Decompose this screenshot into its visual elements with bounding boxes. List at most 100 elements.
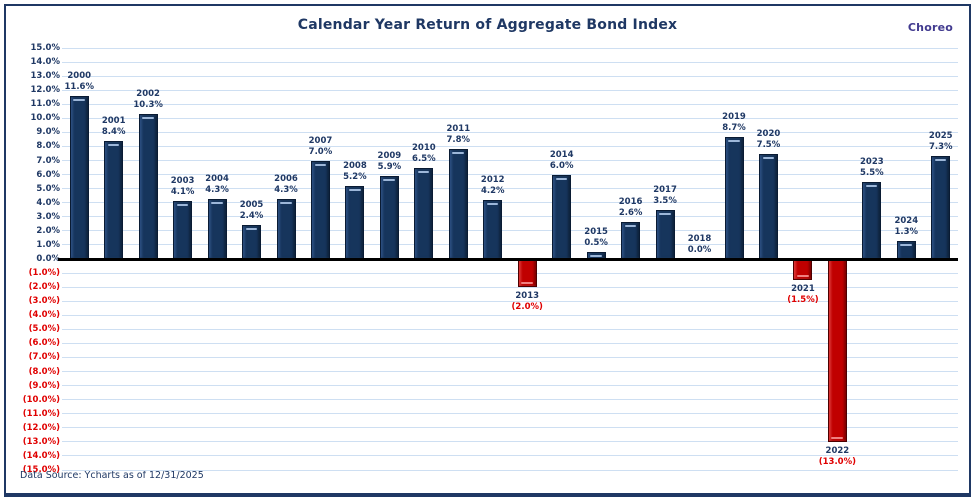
bar-value-label: 2.6% bbox=[618, 208, 643, 219]
bar-value-label: 5.2% bbox=[343, 171, 367, 182]
bar-value-label: 10.3% bbox=[133, 100, 163, 111]
y-tick-label: 11.0% bbox=[30, 99, 61, 110]
gridline bbox=[62, 385, 958, 387]
bar-label: 2016 2.6% bbox=[606, 197, 656, 219]
bar-year-label: 2012 bbox=[480, 174, 505, 185]
bar-year-label: 2006 bbox=[274, 173, 298, 184]
bar-value-label: 4.2% bbox=[480, 185, 505, 196]
gridline bbox=[62, 131, 958, 133]
y-tick-label: 0.0% bbox=[36, 254, 60, 264]
y-tick-label: (12.0%) bbox=[22, 422, 60, 433]
gridline bbox=[62, 300, 958, 302]
bar bbox=[655, 209, 675, 259]
y-axis: 15.0% 14.0% 13.0% 12.0% 11.0% 10.0% 9.0% 8.0% 7.… bbox=[6, 43, 61, 475]
y-tick-label: 9.0% bbox=[36, 127, 60, 138]
y-tick-label: 5.0% bbox=[36, 183, 60, 194]
bar-label: 2004 4.3% bbox=[192, 174, 242, 196]
bar bbox=[69, 95, 89, 259]
bar bbox=[862, 181, 882, 259]
bar bbox=[138, 114, 158, 259]
y-tick-label: 7.0% bbox=[36, 155, 60, 166]
y-tick-label: 10.0% bbox=[30, 113, 61, 124]
bar-value-label: 3.5% bbox=[653, 195, 677, 206]
bar-label: 2015 0.5% bbox=[571, 227, 621, 249]
gridline bbox=[62, 61, 958, 63]
y-tick-label: (2.0%) bbox=[28, 282, 60, 293]
bar-value-label: 4.3% bbox=[205, 184, 229, 195]
bar-value-label: 5.5% bbox=[860, 167, 884, 178]
bar bbox=[621, 222, 641, 259]
y-tick-label: 1.0% bbox=[36, 239, 60, 250]
bar-year-label: 2018 bbox=[687, 234, 712, 244]
y-tick-label: (9.0%) bbox=[28, 380, 60, 391]
bar-year-label: 2005 bbox=[239, 200, 264, 211]
bar bbox=[448, 149, 468, 259]
bar bbox=[276, 198, 296, 259]
bar-label: 2014 6.0% bbox=[537, 150, 587, 172]
bar bbox=[517, 259, 537, 288]
bar-year-label: 2004 bbox=[205, 173, 229, 184]
bar-label: 2001 8.4% bbox=[89, 116, 139, 138]
y-tick-label: 12.0% bbox=[30, 85, 61, 96]
bar-label: 2025 7.3% bbox=[916, 131, 966, 153]
bar-label: 2009 5.9% bbox=[364, 151, 414, 173]
bar-label: 2024 1.3% bbox=[881, 216, 931, 238]
bar-year-label: 2000 bbox=[67, 70, 92, 81]
chart-frame: Calendar Year Return of Aggregate Bond I… bbox=[4, 4, 971, 497]
gridline bbox=[62, 356, 958, 358]
bar-label: 2012 4.2% bbox=[468, 175, 518, 197]
bar-year-label: 2016 bbox=[618, 197, 643, 208]
bar-year-label: 2009 bbox=[377, 151, 402, 162]
gridline bbox=[62, 216, 958, 218]
bar-value-label: 7.3% bbox=[928, 142, 953, 153]
gridline bbox=[62, 455, 958, 457]
bar bbox=[104, 140, 124, 259]
bar-value-label: (13.0%) bbox=[818, 456, 856, 467]
y-tick-label: (15.0%) bbox=[22, 465, 60, 475]
bar bbox=[896, 240, 916, 259]
gridline bbox=[62, 75, 958, 77]
zero-axis-line bbox=[58, 257, 958, 261]
bar-value-label: 5.9% bbox=[377, 162, 402, 173]
y-tick-label: (3.0%) bbox=[28, 296, 60, 307]
y-tick-label: 15.0% bbox=[30, 43, 61, 53]
gridline bbox=[62, 188, 958, 190]
y-tick-label: (10.0%) bbox=[22, 394, 60, 405]
bar-value-label: 0.5% bbox=[584, 237, 608, 248]
bar-year-label: 2008 bbox=[343, 160, 367, 171]
gridline bbox=[62, 314, 958, 316]
bar-year-label: 2017 bbox=[653, 184, 677, 195]
bar-year-label: 2007 bbox=[308, 135, 333, 146]
y-tick-label: (11.0%) bbox=[22, 408, 60, 419]
gridline bbox=[62, 174, 958, 176]
gridline bbox=[62, 328, 958, 330]
bar-year-label: 2002 bbox=[136, 89, 160, 100]
gridline bbox=[62, 145, 958, 147]
bar bbox=[173, 201, 193, 259]
bar-value-label: 7.5% bbox=[756, 139, 781, 150]
bar-year-label: 2021 bbox=[791, 284, 815, 295]
bar bbox=[931, 156, 951, 259]
bar-label: 2017 3.5% bbox=[640, 185, 690, 207]
y-tick-label: (13.0%) bbox=[22, 436, 60, 447]
bar-label: 2020 7.5% bbox=[743, 129, 793, 151]
bar-label: 2019 8.7% bbox=[709, 112, 759, 134]
bar-value-label: 7.8% bbox=[446, 135, 471, 146]
bar-year-label: 2025 bbox=[928, 131, 953, 142]
bar-label: 2018 0.0% bbox=[675, 234, 725, 256]
bar bbox=[345, 185, 365, 259]
gridline bbox=[62, 371, 958, 373]
gridline bbox=[62, 230, 958, 232]
bar bbox=[758, 153, 778, 259]
bar-label: 2011 7.8% bbox=[433, 124, 483, 146]
bar-label: 2006 4.3% bbox=[261, 174, 311, 196]
y-tick-label: 6.0% bbox=[36, 169, 60, 180]
bar-year-label: 2013 bbox=[515, 291, 540, 302]
y-tick-label: 14.0% bbox=[30, 57, 61, 68]
bar-year-label: 2001 bbox=[101, 115, 126, 126]
bar-value-label: 6.5% bbox=[412, 153, 436, 164]
bar bbox=[827, 259, 847, 442]
bar bbox=[483, 199, 503, 259]
bar-value-label: 0.0% bbox=[687, 245, 712, 255]
